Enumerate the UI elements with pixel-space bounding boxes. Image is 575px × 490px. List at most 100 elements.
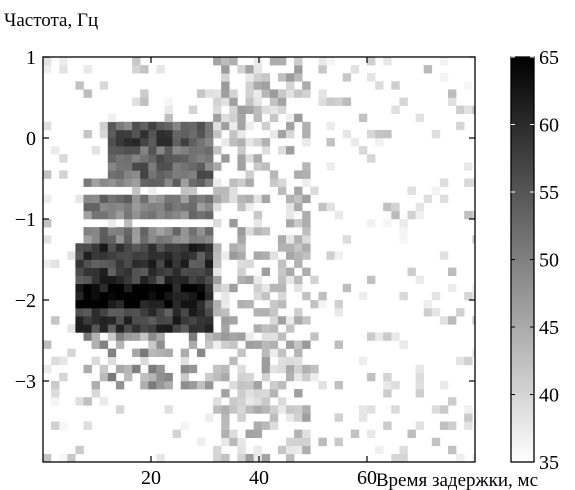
heatmap-cell bbox=[132, 210, 141, 220]
heatmap-cell bbox=[286, 364, 295, 374]
heatmap-cell bbox=[294, 73, 303, 82]
heatmap-cell bbox=[245, 381, 254, 390]
heatmap-cell bbox=[448, 316, 457, 325]
heatmap-cell bbox=[83, 259, 92, 268]
heatmap-cell bbox=[205, 121, 214, 131]
heatmap-cell bbox=[261, 324, 271, 333]
heatmap-cell bbox=[367, 405, 376, 414]
heatmap-cell bbox=[148, 308, 157, 317]
heatmap-cell bbox=[205, 202, 214, 212]
heatmap-cell bbox=[196, 227, 206, 236]
heatmap-cell bbox=[415, 202, 424, 212]
heatmap-cell bbox=[277, 300, 287, 309]
heatmap-cell bbox=[51, 356, 60, 366]
heatmap-cell bbox=[164, 324, 173, 333]
heatmap-cell bbox=[286, 243, 295, 252]
heatmap-cell bbox=[253, 105, 262, 114]
heatmap-cell bbox=[221, 324, 230, 333]
heatmap-cell bbox=[156, 291, 165, 301]
heatmap-cell bbox=[367, 429, 376, 438]
heatmap-cell bbox=[148, 251, 157, 260]
heatmap-cell bbox=[253, 65, 262, 74]
heatmap-cell bbox=[43, 65, 52, 74]
heatmap-cell bbox=[196, 146, 206, 155]
heatmap-cell bbox=[51, 316, 60, 325]
heatmap-cell bbox=[75, 291, 84, 301]
heatmap-cell bbox=[172, 259, 181, 268]
heatmap-cell bbox=[140, 146, 149, 155]
heatmap-cell bbox=[91, 194, 100, 204]
heatmap-cell bbox=[213, 105, 222, 114]
heatmap-cell bbox=[43, 57, 52, 66]
heatmap-cell bbox=[172, 275, 181, 285]
heatmap-cell bbox=[334, 340, 343, 349]
heatmap-cell bbox=[431, 437, 441, 447]
heatmap-cell bbox=[342, 235, 352, 244]
heatmap-cell bbox=[213, 372, 222, 382]
heatmap-cell bbox=[237, 138, 246, 147]
heatmap-cell bbox=[91, 275, 100, 285]
heatmap-cell bbox=[188, 178, 198, 187]
heatmap-cell bbox=[399, 340, 408, 349]
heatmap-cell bbox=[107, 210, 117, 220]
heatmap-cell bbox=[286, 146, 295, 155]
heatmap-cell bbox=[180, 348, 190, 357]
heatmap-cell bbox=[132, 308, 141, 317]
heatmap-cell bbox=[115, 283, 125, 293]
heatmap-cell bbox=[407, 267, 416, 276]
heatmap-cell bbox=[180, 283, 190, 293]
heatmap-cell bbox=[115, 210, 125, 220]
heatmap-cell bbox=[391, 405, 400, 414]
heatmap-cell bbox=[375, 138, 384, 147]
heatmap-cell bbox=[156, 324, 165, 333]
heatmap-cell bbox=[59, 453, 68, 463]
heatmap-cell bbox=[115, 162, 125, 171]
heatmap-cell bbox=[205, 170, 214, 179]
heatmap-cell bbox=[140, 170, 149, 179]
heatmap-cell bbox=[383, 372, 392, 382]
heatmap-cell bbox=[302, 219, 311, 228]
heatmap-cell bbox=[188, 243, 198, 252]
heatmap-cell bbox=[148, 121, 157, 131]
heatmap-cell bbox=[99, 364, 109, 374]
heatmap-cell bbox=[269, 413, 279, 422]
heatmap-cell bbox=[221, 316, 230, 325]
heatmap-cell bbox=[415, 421, 424, 430]
heatmap-cell bbox=[132, 364, 141, 374]
heatmap-cell bbox=[269, 283, 279, 293]
heatmap-cell bbox=[132, 227, 141, 236]
heatmap-cell bbox=[302, 81, 311, 90]
heatmap-cell bbox=[294, 113, 303, 123]
heatmap-cell bbox=[310, 372, 319, 382]
heatmap-cell bbox=[213, 89, 222, 98]
heatmap-cell bbox=[399, 453, 408, 463]
colorbar-tick-label: 35 bbox=[539, 452, 559, 474]
heatmap-cell bbox=[99, 194, 109, 204]
heatmap-cell bbox=[342, 97, 352, 106]
heatmap-cell bbox=[124, 291, 133, 301]
heatmap-cell bbox=[472, 453, 476, 463]
heatmap-cell bbox=[83, 291, 92, 301]
heatmap-cell bbox=[132, 170, 141, 179]
heatmap-cell bbox=[253, 308, 262, 317]
heatmap-cell bbox=[132, 275, 141, 285]
heatmap-cell bbox=[391, 210, 400, 220]
heatmap-cell bbox=[269, 170, 279, 179]
heatmap-cell bbox=[164, 267, 173, 276]
heatmap-cell bbox=[431, 405, 441, 414]
heatmap-cell bbox=[196, 316, 206, 325]
heatmap-cell bbox=[399, 219, 408, 228]
heatmap-cell bbox=[107, 356, 117, 366]
heatmap-cell bbox=[277, 405, 287, 414]
heatmap-cell bbox=[237, 154, 246, 163]
heatmap-cell bbox=[124, 283, 133, 293]
heatmap-cell bbox=[205, 89, 214, 98]
heatmap-cell bbox=[448, 97, 457, 106]
heatmap-cell bbox=[83, 227, 92, 236]
heatmap-cell bbox=[391, 453, 400, 463]
heatmap-cell bbox=[148, 170, 157, 179]
heatmap-cell bbox=[196, 381, 206, 390]
heatmap-cell bbox=[431, 308, 441, 317]
heatmap-cell bbox=[237, 251, 246, 260]
heatmap-cell bbox=[294, 202, 303, 212]
